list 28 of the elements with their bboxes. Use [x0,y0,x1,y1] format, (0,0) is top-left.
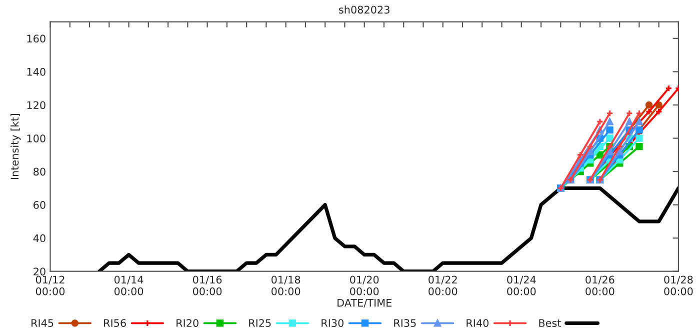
y-tick-label: 140 [27,68,46,76]
x-tick-label: 01/22 00:00 [428,276,458,296]
legend-label: RI35 [394,319,416,327]
x-axis-title: DATE/TIME [338,298,392,308]
legend-label: RI25 [249,319,271,327]
x-tick-label: 01/28 00:00 [664,276,693,296]
x-tick-label: 01/24 00:00 [507,276,536,296]
legend-label: RI56 [104,319,126,327]
x-tick-label: 01/20 00:00 [350,276,379,296]
x-tick-label: 01/18 00:00 [272,276,300,296]
y-tick-label: 60 [34,201,46,209]
legend-label: RI20 [176,319,198,327]
x-tick-label: 01/26 00:00 [586,276,614,296]
x-tick-label: 01/14 00:00 [114,276,144,296]
chart-title: sh082023 [339,6,390,14]
x-tick-label: 01/16 00:00 [192,276,222,296]
y-tick-label: 120 [27,101,46,110]
y-tick-label: 160 [27,34,46,43]
y-tick-label: 100 [27,134,46,142]
x-tick-label: 01/12 00:00 [36,276,65,296]
y-axis-title: Intensity [kt] [10,114,21,179]
legend-label: RI45 [32,319,54,327]
y-tick-label: 40 [33,234,46,242]
legend-label: Best [539,319,561,327]
legend-label: RI40 [466,319,489,327]
y-tick-label: 20 [34,268,46,276]
y-tick-label: 80 [34,168,46,176]
legend-label: RI30 [322,319,344,327]
